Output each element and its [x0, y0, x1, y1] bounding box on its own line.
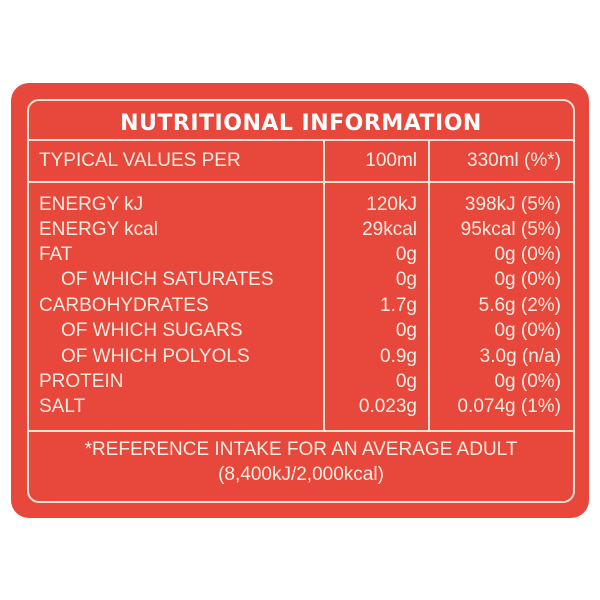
row-value-100ml: 0g [395, 244, 417, 265]
column-divider-1 [323, 139, 325, 430]
footnote-line-1: *REFERENCE INTAKE FOR AN AVERAGE ADULT [84, 439, 518, 460]
row-value-330ml: 0g (0%) [494, 269, 561, 290]
column-divider-2 [428, 139, 430, 430]
row-label: FAT [39, 244, 73, 265]
table-title: NUTRITIONAL INFORMATION [120, 111, 482, 136]
header-divider [29, 181, 573, 183]
row-value-100ml: 29kcal [362, 219, 417, 240]
row-value-330ml: 0g (0%) [494, 320, 561, 341]
header-label: TYPICAL VALUES PER [39, 150, 241, 171]
row-label: ENERGY kcal [39, 219, 158, 240]
row-value-330ml: 3.0g (n/a) [479, 346, 561, 367]
row-label: OF WHICH POLYOLS [61, 346, 250, 367]
row-value-330ml: 0g (0%) [494, 244, 561, 265]
row-label: PROTEIN [39, 371, 124, 392]
header-100ml: 100ml [365, 150, 417, 171]
row-value-330ml: 0g (0%) [494, 371, 561, 392]
row-value-100ml: 0g [395, 269, 417, 290]
footer-divider [29, 430, 573, 432]
row-label: CARBOHYDRATES [39, 295, 209, 316]
row-value-100ml: 1.7g [380, 295, 417, 316]
row-label: OF WHICH SUGARS [61, 320, 243, 341]
row-label: SALT [39, 396, 86, 417]
row-value-330ml: 95kcal (5%) [460, 219, 561, 240]
row-value-330ml: 0.074g (1%) [457, 396, 561, 417]
row-label: ENERGY kJ [39, 194, 144, 215]
row-value-330ml: 398kJ (5%) [464, 194, 561, 215]
row-label: OF WHICH SATURATES [61, 269, 274, 290]
row-value-100ml: 0g [395, 371, 417, 392]
title-divider [29, 139, 573, 141]
nutrition-panel [11, 83, 589, 518]
header-330ml: 330ml (%*) [467, 150, 561, 171]
nutrition-table: NUTRITIONAL INFORMATION TYPICAL VALUES P… [27, 99, 575, 503]
row-value-100ml: 0.023g [358, 396, 417, 417]
footnote-line-2: (8,400kJ/2,000kcal) [218, 464, 384, 485]
row-value-100ml: 0.9g [380, 346, 417, 367]
row-value-330ml: 5.6g (2%) [478, 295, 561, 316]
row-value-100ml: 120kJ [366, 194, 417, 215]
row-value-100ml: 0g [395, 320, 417, 341]
